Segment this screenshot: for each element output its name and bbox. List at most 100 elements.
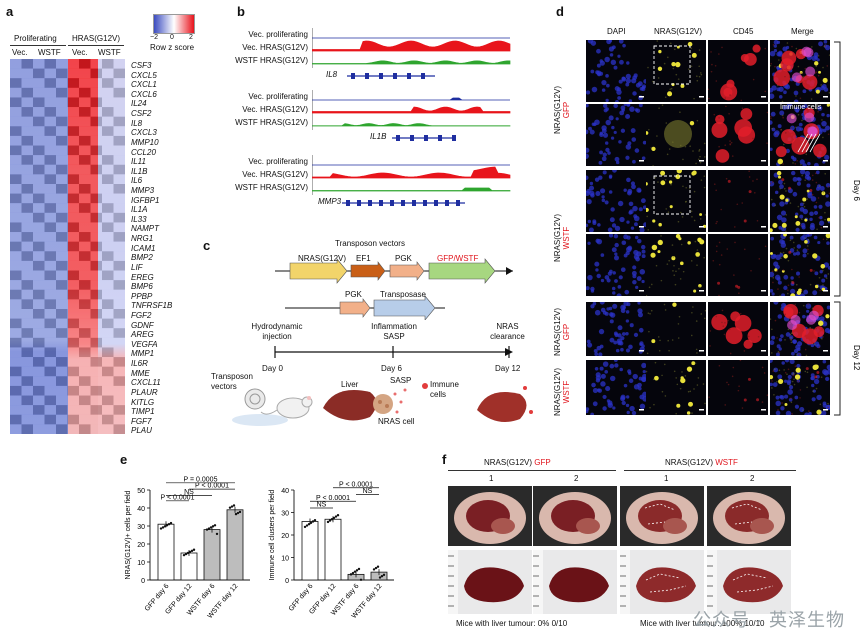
e2-point (351, 571, 355, 575)
e1-sig-label: P < 0.0001 (161, 494, 195, 501)
micrograph-tile (708, 104, 768, 166)
gene-label: IL6 (131, 176, 143, 186)
heatmap-cell (79, 260, 91, 271)
heatmap-cell (10, 97, 22, 108)
micrograph-tile (586, 360, 646, 415)
micrograph-tile (708, 234, 768, 296)
heatmap-cell (79, 193, 91, 204)
heatmap-cell (33, 203, 45, 213)
heatmap-cell (102, 424, 114, 434)
gene-label: PLAUR (131, 387, 158, 397)
row-group-label: NRAS(G12V) WSTF (553, 193, 571, 283)
gene-label: MME (131, 368, 150, 378)
heatmap-cell (56, 357, 68, 367)
heatmap-cell (56, 424, 68, 434)
heatmap-cell (67, 260, 79, 271)
heatmap-cell (10, 174, 22, 184)
heatmap-cell (33, 366, 45, 377)
track-label: Vec. proliferating (248, 30, 308, 39)
e2-sig-label: P < 0.0001 (339, 481, 373, 488)
e1-tick-label: 50 (137, 488, 145, 495)
heatmap-cell (10, 260, 22, 271)
heatmap-cell (10, 193, 22, 204)
panel-a-letter: a (6, 4, 14, 19)
heatmap-cell (79, 164, 91, 175)
heatmap-cell (67, 318, 79, 329)
timeline-label-clearance: NRAS clearance (490, 322, 525, 341)
heatmap-cell (113, 347, 125, 358)
f-group-gfp: NRAS(G12V) GFP (484, 458, 551, 467)
heatmap-cell (102, 337, 114, 348)
heatmap-cell (10, 366, 22, 377)
heatmap-cell (33, 155, 45, 165)
heatmap-cell (90, 280, 102, 290)
micrograph-tile (586, 234, 646, 296)
heatmap-cell (33, 116, 45, 127)
e1-sig-label: P < 0.0001 (195, 483, 229, 490)
heatmap-cell (113, 395, 125, 406)
col-label-2: WSTF (38, 48, 61, 57)
heatmap-cell (113, 260, 125, 271)
heatmap-cell (56, 184, 68, 194)
heatmap-cell (113, 212, 125, 223)
heatmap-cell (44, 366, 56, 377)
heatmap-cell (90, 87, 102, 98)
locus-label: IL8 (326, 70, 338, 79)
heatmap-cell (79, 116, 91, 127)
heatmap-cell (10, 68, 22, 79)
heatmap-cell (56, 222, 68, 233)
heatmap-cell (79, 145, 91, 156)
track-signal (312, 187, 511, 192)
micrograph-tile (770, 234, 830, 296)
heatmap-cell (44, 107, 56, 117)
colorbar-tick-pos: 2 (189, 34, 193, 41)
heatmap-cell (44, 193, 56, 204)
gene-label: CXCL6 (131, 89, 157, 99)
gene-label: TNFRSF1B (131, 301, 173, 311)
heatmap-cell (90, 395, 102, 406)
micrograph-tile (586, 170, 646, 232)
heatmap-cell (10, 414, 22, 425)
heatmap-cell (113, 203, 125, 213)
heatmap-cell (10, 222, 22, 233)
heatmap-cell (44, 232, 56, 242)
heatmap-cell (102, 184, 114, 194)
e2-point (336, 514, 340, 517)
heatmap-cell (113, 126, 125, 136)
heatmap-cell (67, 164, 79, 175)
heatmap-cell (10, 87, 22, 98)
track-label: WSTF HRAS(G12V) (235, 183, 308, 192)
heatmap-cell (102, 385, 114, 396)
heatmap-cell (21, 174, 33, 184)
heatmap-cell (90, 385, 102, 396)
heatmap-cell (67, 78, 79, 88)
heatmap-cell (102, 78, 114, 88)
heatmap-cell (90, 212, 102, 223)
heatmap-cell (67, 376, 79, 386)
heatmap-cell (102, 309, 114, 319)
gene-label: CXCL3 (131, 128, 157, 138)
e2-point (309, 521, 313, 525)
heatmap-cell (21, 260, 33, 271)
col-header-merge: Merge (791, 27, 814, 36)
panel-c-letter: c (203, 238, 211, 253)
heatmap-cell (79, 395, 91, 406)
e2-point (357, 567, 361, 571)
e1-point (163, 525, 167, 528)
heatmap-cell (33, 289, 45, 300)
e1-ylabel: NRAS(G12V)+ cells per field (125, 490, 132, 579)
heatmap-cell (90, 366, 102, 377)
mouse-icon (276, 397, 310, 419)
e2-tick-label: 40 (281, 488, 289, 495)
heatmap-cell (56, 414, 68, 425)
micrograph-tile (646, 360, 706, 415)
heatmap-cell (33, 126, 45, 136)
heatmap-cell (21, 203, 33, 213)
heatmap-cell (102, 405, 114, 415)
heatmap-cell (90, 97, 102, 108)
heatmap-cell (44, 270, 56, 281)
heatmap-cell (90, 135, 102, 146)
heatmap-cell (113, 97, 125, 108)
micrograph-tile (770, 170, 830, 232)
row-group-label-line-1: NRAS(G12V) (553, 214, 562, 263)
